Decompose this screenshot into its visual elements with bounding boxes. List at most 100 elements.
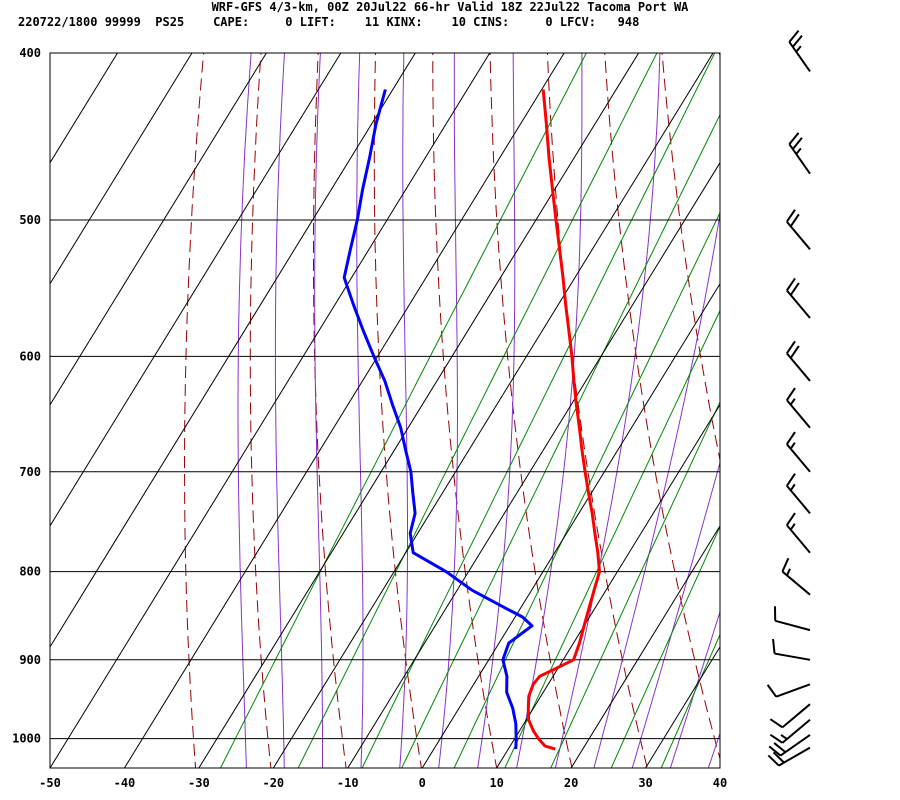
temperature-tick-label: -10: [337, 776, 359, 790]
isotherm: [50, 53, 118, 164]
plot-frame: [49, 52, 721, 769]
wind-barb: [788, 30, 811, 73]
isotherm: [50, 53, 416, 648]
chart-title: WRF-GFS 4/3-km, 00Z 20Jul22 66-hr Valid …: [211, 0, 689, 14]
moist-adiabat: [399, 53, 408, 768]
wind-barb: [766, 683, 811, 698]
pressure-tick-label: 1000: [12, 732, 41, 746]
isotherm: [50, 53, 491, 768]
pressure-tick-label: 600: [19, 349, 41, 363]
wind-barb-half-feather: [789, 523, 796, 531]
isotherm: [50, 53, 193, 285]
wind-barb-feather: [789, 213, 800, 227]
wind-barb-feather: [789, 282, 800, 296]
wind-barb-feather: [766, 684, 777, 698]
temperature-axis: -50 -40 -30 -20 -10 0 10 20 30 40: [39, 776, 727, 790]
moist-adiabat: [356, 53, 364, 768]
moist-adiabat: [477, 53, 516, 768]
temperature-tick-label: 40: [713, 776, 727, 790]
wind-barb-feather: [772, 638, 776, 654]
moist-adiabat: [593, 211, 720, 768]
wind-barb-feather: [786, 431, 796, 445]
wind-barb-half-feather: [789, 442, 796, 450]
wind-barb: [768, 734, 811, 757]
wind-barb-feather: [767, 754, 780, 767]
wind-barb: [772, 638, 811, 661]
wind-barb-feather: [788, 30, 800, 43]
dry-adiabat: [373, 53, 422, 768]
wind-barb: [786, 277, 811, 319]
wind-barb-staff: [774, 652, 811, 661]
pressure-axis: 400 500 600 700 800 900 1000: [12, 46, 41, 746]
wind-barb-feather: [786, 473, 796, 487]
dry-adiabat: [249, 53, 272, 768]
temperature-profile: [526, 89, 601, 751]
wind-barb: [773, 606, 811, 632]
isotherm: [347, 161, 720, 768]
wind-barb-half-feather: [795, 45, 802, 53]
mixing-ratio-line: [453, 211, 720, 768]
mixing-ratio-line: [504, 309, 720, 768]
moist-adiabat: [554, 53, 661, 768]
wind-barb-feather: [786, 512, 796, 526]
isotherm: [50, 53, 342, 527]
wind-barbs: [766, 30, 811, 767]
wind-barb-half-feather: [789, 398, 796, 406]
isotherm: [198, 53, 640, 768]
sounding-traces: [342, 89, 601, 751]
wind-barb-staff: [775, 683, 811, 698]
wind-barb-feather: [781, 557, 790, 572]
temperature-tick-label: -30: [188, 776, 210, 790]
wind-barb: [781, 557, 811, 596]
grid: [50, 52, 720, 768]
wind-barb-feather: [786, 209, 796, 223]
dry-adiabat: [820, 0, 900, 800]
wind-barb-feather: [792, 137, 803, 150]
wind-barb-feather: [792, 34, 803, 48]
wind-barb-feather: [768, 745, 782, 757]
wind-barb-half-feather: [795, 147, 802, 155]
wind-barb-half-feather: [780, 734, 788, 740]
wind-barb-feather: [773, 742, 787, 753]
mixing-ratio-line: [401, 113, 720, 768]
moist-adiabat: [314, 53, 323, 768]
dewpoint-profile: [342, 89, 534, 750]
moist-adiabat: [438, 53, 458, 768]
isotherm: [124, 53, 565, 768]
wind-barb: [767, 746, 811, 767]
mixing-ratio-line: [361, 53, 716, 768]
isotherm: [645, 645, 720, 768]
wind-barb: [786, 473, 811, 514]
mixing-ratio-line: [550, 400, 720, 768]
wind-barb-feather: [786, 387, 796, 401]
temperature-tick-label: 10: [489, 776, 503, 790]
wind-barb: [786, 512, 811, 554]
wind-barb: [786, 431, 811, 473]
wind-barb-staff: [774, 619, 811, 632]
wind-barb-half-feather: [786, 568, 791, 576]
dry-adiabat: [765, 0, 900, 800]
temperature-tick-label: -50: [39, 776, 61, 790]
wind-barb-feather: [769, 733, 783, 744]
wind-barb-feather: [786, 277, 796, 292]
chart-subtitle: 220722/1800 99999 PS25 CAPE: 0 LIFT: 11 …: [18, 15, 640, 29]
wind-barb: [769, 703, 811, 729]
mixing-ratio-line: [660, 633, 720, 768]
wind-barb-feather: [786, 340, 796, 354]
dry-adiabat: [184, 53, 205, 768]
moist-adiabat: [631, 460, 720, 768]
wind-barb-feather: [769, 718, 783, 729]
wind-barb: [786, 387, 811, 429]
wind-barb-feather: [772, 751, 785, 764]
wind-barb-feather: [788, 132, 800, 145]
pressure-tick-label: 700: [19, 465, 41, 479]
wind-barb-half-feather: [789, 483, 796, 491]
isotherm: [570, 524, 720, 768]
temperature-tick-label: -40: [114, 776, 136, 790]
wind-barb-staff: [781, 703, 811, 729]
temperature-tick-label: 0: [419, 776, 426, 790]
temperature-tick-label: -20: [262, 776, 284, 790]
mixing-ratio-line: [610, 525, 720, 768]
dry-adiabat: [876, 0, 900, 800]
